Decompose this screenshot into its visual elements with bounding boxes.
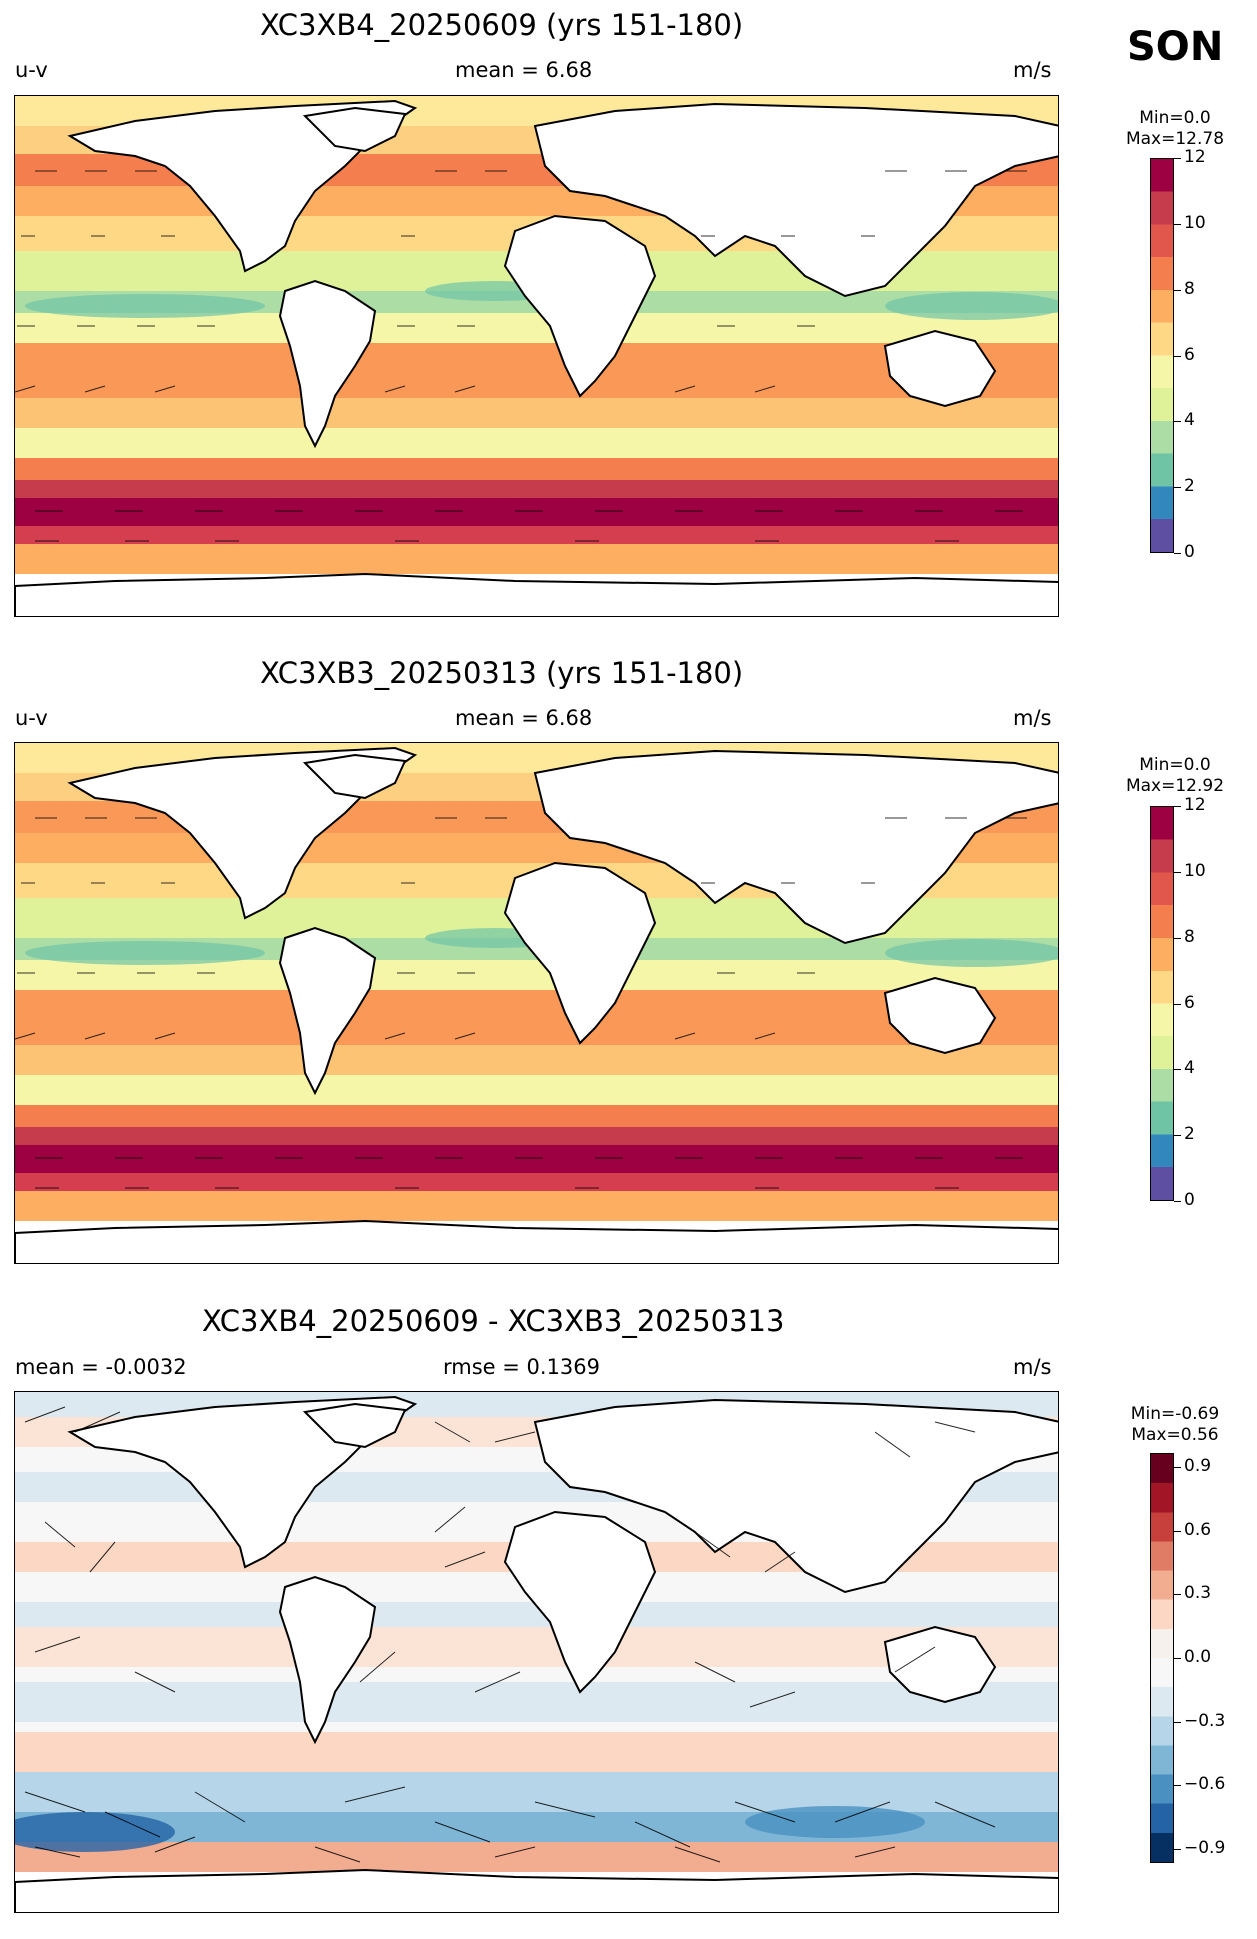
panel-1-min-label: Min=0.0 <box>1139 108 1211 128</box>
panel-3-mean-label: mean = -0.0032 <box>15 1355 187 1379</box>
colorbar-tick <box>1174 355 1181 357</box>
colorbar-tick <box>1174 1467 1181 1469</box>
colorbar-tick-label: 0.6 <box>1184 1519 1212 1540</box>
colorbar-tick-label: −0.6 <box>1184 1774 1226 1795</box>
colorbar-tick <box>1174 937 1181 939</box>
colorbar-tick <box>1174 289 1181 291</box>
colorbar-tick <box>1174 421 1181 423</box>
colorbar-tick <box>1174 1848 1181 1850</box>
colorbar-tick <box>1174 1721 1181 1723</box>
colorbar-tick <box>1174 223 1181 225</box>
colorbar-tick-label: 10 <box>1184 212 1206 233</box>
colorbar-tick <box>1174 1069 1181 1071</box>
colorbar-tick <box>1174 487 1181 489</box>
panel-3-colorbar <box>1150 1453 1174 1863</box>
panel-1-left-label: u-v <box>15 58 48 82</box>
panel-3-rmse-label: rmse = 0.1369 <box>443 1355 601 1379</box>
panel-3-units-label: m/s <box>1013 1355 1052 1379</box>
colorbar-tick-label: 8 <box>1184 278 1195 299</box>
panel-2-left-label: u-v <box>15 706 48 730</box>
colorbar-tick-label: 4 <box>1184 1058 1195 1079</box>
panel-2-min-label: Min=0.0 <box>1139 755 1211 775</box>
colorbar-tick-label: 0 <box>1184 542 1195 562</box>
panel-2-colorbar <box>1150 806 1174 1201</box>
colorbar-tick <box>1174 1785 1181 1787</box>
colorbar-tick-label: 0.0 <box>1184 1647 1212 1667</box>
panel-1-map <box>14 95 1059 617</box>
colorbar-tick <box>1174 871 1181 873</box>
panel-3-map <box>14 1391 1059 1913</box>
panel-2-mean-label: mean = 6.68 <box>455 706 593 730</box>
difference-map <box>15 1392 1058 1912</box>
colorbar-tick-label: 8 <box>1184 926 1195 947</box>
colorbar-tick <box>1174 1530 1181 1532</box>
panel-1-title: XC3XB4_20250609 (yrs 151-180) <box>260 8 744 42</box>
colorbar-tick-label: 0.9 <box>1184 1456 1212 1477</box>
panel-3-title: XC3XB4_20250609 - XC3XB3_20250313 <box>202 1304 785 1338</box>
colorbar-tick <box>1174 158 1181 159</box>
colorbar-tick <box>1174 806 1181 807</box>
colorbar-tick <box>1174 1658 1181 1659</box>
colorbar-tick <box>1174 1003 1181 1005</box>
wind-speed-map-2 <box>15 743 1058 1263</box>
panel-3-max-label: Max=0.56 <box>1131 1425 1219 1445</box>
panel-2-map <box>14 742 1059 1264</box>
colorbar-tick <box>1174 553 1181 554</box>
panel-3-min-label: Min=-0.69 <box>1130 1404 1220 1424</box>
panel-1-max-label: Max=12.78 <box>1125 129 1225 149</box>
colorbar-tick-label: 6 <box>1184 344 1195 365</box>
colorbar-tick-label: 10 <box>1184 860 1206 881</box>
panel-1-units-label: m/s <box>1013 58 1052 82</box>
season-label: SON <box>1127 24 1224 70</box>
colorbar-tick-label: −0.3 <box>1184 1710 1226 1731</box>
colorbar-tick <box>1174 1135 1181 1137</box>
colorbar-tick-label: 0.3 <box>1184 1583 1212 1604</box>
colorbar-tick-label: 0 <box>1184 1190 1195 1210</box>
panel-2-units-label: m/s <box>1013 706 1052 730</box>
wind-speed-map-1 <box>15 96 1058 616</box>
colorbar-tick <box>1174 1201 1181 1202</box>
panel-1-mean-label: mean = 6.68 <box>455 58 593 82</box>
panel-1-colorbar <box>1150 158 1174 553</box>
colorbar-tick-label: 12 <box>1184 795 1206 815</box>
colorbar-tick-label: −0.9 <box>1184 1837 1226 1858</box>
colorbar-tick-label: 4 <box>1184 410 1195 431</box>
colorbar-tick-label: 2 <box>1184 1124 1195 1145</box>
colorbar-tick-label: 2 <box>1184 476 1195 497</box>
colorbar-tick-label: 6 <box>1184 992 1195 1013</box>
panel-2-title: XC3XB3_20250313 (yrs 151-180) <box>260 656 744 690</box>
colorbar-tick-label: 12 <box>1184 147 1206 167</box>
colorbar-tick <box>1174 1594 1181 1596</box>
panel-2-max-label: Max=12.92 <box>1125 776 1225 796</box>
